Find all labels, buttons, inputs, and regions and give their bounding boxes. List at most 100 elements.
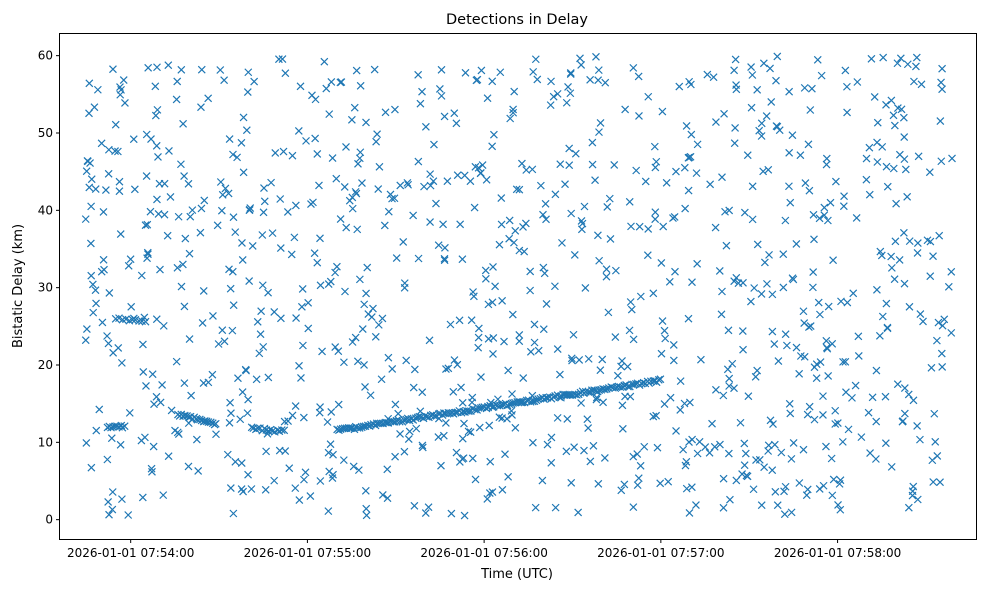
detection-marker	[355, 424, 364, 432]
detection-marker	[929, 252, 937, 261]
detection-marker	[158, 381, 167, 389]
detection-marker	[304, 324, 313, 333]
detection-marker	[765, 250, 773, 259]
detection-marker	[835, 479, 844, 488]
detection-marker	[852, 214, 861, 222]
detection-marker	[809, 268, 818, 277]
detection-marker	[799, 307, 808, 316]
detection-marker	[736, 418, 745, 427]
detection-marker	[882, 299, 891, 308]
detection-marker	[900, 155, 909, 164]
detection-marker	[719, 474, 728, 483]
detection-marker	[779, 250, 788, 259]
detection-marker	[151, 82, 160, 91]
detection-marker	[815, 214, 824, 223]
detection-marker	[803, 485, 812, 494]
detection-marker	[432, 199, 440, 208]
detection-marker	[720, 109, 728, 118]
detection-marker	[723, 365, 732, 374]
detection-marker	[125, 408, 134, 417]
detection-marker	[262, 447, 271, 456]
detection-marker	[616, 383, 625, 391]
detection-marker	[156, 398, 165, 407]
detection-marker	[256, 330, 265, 339]
detection-marker	[197, 204, 206, 213]
detection-marker	[489, 130, 498, 139]
detection-marker	[519, 374, 528, 382]
detection-marker	[361, 383, 369, 391]
detection-marker	[812, 360, 821, 369]
detection-marker	[792, 239, 801, 248]
detection-marker	[152, 392, 161, 401]
detection-marker	[239, 168, 248, 177]
detection-marker	[768, 327, 777, 336]
detection-marker	[600, 454, 609, 462]
detection-marker	[934, 318, 943, 327]
detection-marker	[722, 241, 731, 250]
detection-marker	[477, 66, 486, 75]
detection-marker	[662, 178, 671, 187]
detection-marker	[171, 426, 179, 435]
chart-title: Detections in Delay	[446, 12, 588, 28]
detection-marker	[242, 126, 251, 135]
x-tick-label: 2026-01-01 07:56:00	[420, 546, 547, 560]
detection-marker	[605, 194, 614, 203]
detection-marker	[692, 169, 701, 178]
detection-marker	[117, 85, 125, 94]
detection-marker	[617, 486, 626, 495]
detection-marker	[656, 375, 665, 384]
detection-marker	[693, 140, 702, 149]
detection-marker	[332, 262, 341, 271]
detection-marker	[541, 199, 550, 208]
detection-marker	[731, 55, 740, 64]
detection-marker	[274, 55, 283, 64]
detection-marker	[339, 358, 348, 367]
detection-marker	[511, 226, 520, 235]
detection-marker	[437, 91, 446, 100]
detection-marker	[526, 347, 535, 356]
detection-marker	[681, 204, 690, 213]
y-axis-label: Bistatic Delay (km)	[11, 224, 26, 348]
detection-marker	[135, 316, 143, 325]
detection-marker	[180, 379, 189, 388]
detection-marker	[229, 509, 238, 518]
detection-marker	[760, 463, 769, 472]
detection-marker	[486, 457, 495, 466]
detection-marker	[166, 192, 175, 201]
detection-marker	[660, 400, 669, 409]
detection-marker	[743, 151, 752, 160]
detection-marker	[450, 356, 459, 365]
detection-marker	[792, 343, 801, 352]
detection-marker	[515, 246, 524, 255]
detection-marker	[498, 485, 507, 494]
detection-marker	[206, 418, 215, 427]
detection-marker	[242, 366, 250, 375]
detection-marker	[546, 101, 555, 110]
detection-marker	[446, 320, 455, 329]
detection-marker	[686, 80, 695, 89]
x-tick-label: 2026-01-01 07:55:00	[244, 546, 371, 560]
detection-marker	[909, 396, 918, 405]
detection-marker	[580, 202, 589, 211]
detection-marker	[672, 167, 680, 176]
detection-marker	[732, 476, 741, 485]
detection-marker	[688, 278, 696, 287]
detection-marker	[447, 509, 456, 518]
detection-marker	[127, 302, 136, 311]
detection-marker	[725, 382, 734, 390]
detection-marker	[664, 477, 673, 486]
y-axis: 0 10 20 30 40 50 60	[38, 49, 60, 527]
detection-marker	[566, 70, 575, 78]
detection-marker	[271, 149, 280, 157]
detection-marker	[374, 320, 383, 329]
detection-marker	[188, 206, 197, 215]
detection-marker	[220, 337, 229, 346]
detection-marker	[81, 215, 90, 224]
detection-marker	[682, 484, 691, 493]
detection-marker	[843, 298, 852, 307]
detection-marker	[586, 457, 595, 466]
detection-marker	[637, 379, 646, 388]
detection-marker	[93, 85, 102, 94]
detection-marker	[118, 495, 126, 504]
detection-marker	[724, 449, 733, 458]
